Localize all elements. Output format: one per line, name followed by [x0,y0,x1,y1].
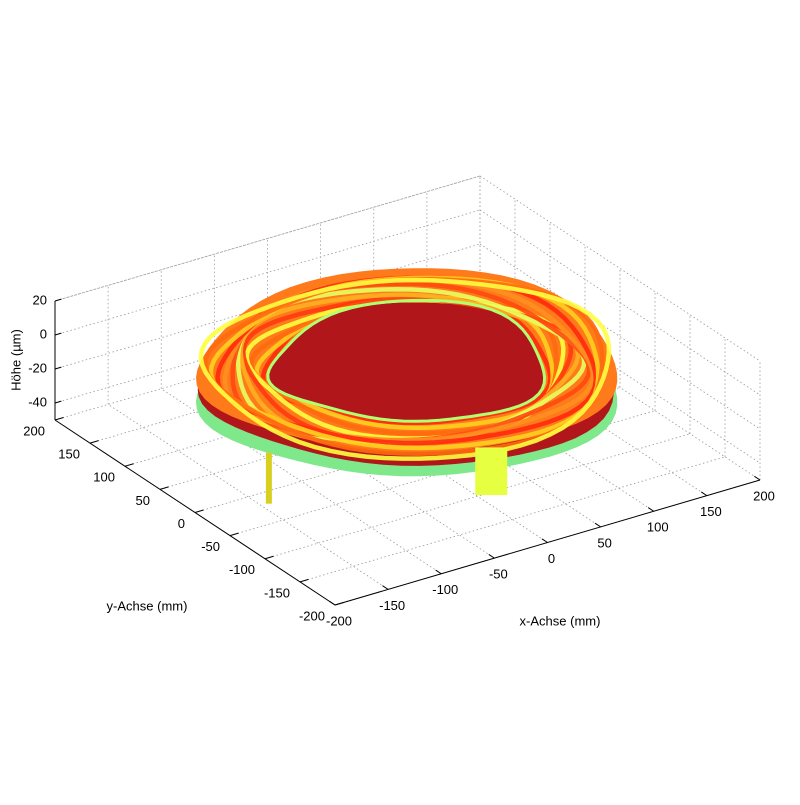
x-tick [594,522,601,528]
y-tick-label: 100 [93,470,115,485]
y-tick [264,555,274,560]
x-tick-label: 100 [647,520,669,535]
z-tick [54,400,62,404]
x-tick-label: 150 [700,504,722,519]
z-tick-label: -40 [28,394,47,409]
y-tick-label: 50 [136,493,150,508]
z-tick-label: 20 [33,292,47,307]
x-tick-label: -200 [326,613,352,628]
x-tick-label: -100 [432,582,458,597]
y-axis-label: y-Achse (mm) [107,598,188,613]
x-tick-label: 0 [548,551,555,566]
y-tick-label: -200 [299,608,325,623]
y-tick-label: 200 [23,423,45,438]
y-tick [54,417,64,421]
y-tick [124,463,134,467]
y-tick-label: 0 [178,516,185,531]
z-axis-label: Höhe (µm) [8,329,23,391]
surface-stripe [238,292,581,445]
x-tick [435,569,442,575]
y-axis [54,419,336,606]
x-tick [647,507,655,512]
x-tick [754,475,761,481]
x-tick-label: -150 [379,598,405,613]
surface-stripe [198,277,612,461]
support [265,452,272,504]
surface-front [265,447,508,504]
x-tick-label: 200 [753,488,775,503]
grid-line [264,433,691,560]
z-tick-label: 0 [40,326,47,341]
surface [196,268,618,477]
axes: -200-150-100-50050100150200-200-150-100-… [23,292,775,628]
y-tick-label: 150 [58,447,80,462]
grid-line [299,456,726,583]
z-tick-label: -20 [28,360,47,375]
x-tick [700,491,708,497]
z-tick [54,298,62,302]
support [475,447,508,496]
x-tick-label: 50 [597,535,611,550]
y-tick [229,532,239,537]
grid-line [54,243,481,370]
z-tick [54,366,62,370]
y-tick [159,486,169,490]
grid-line [54,175,481,302]
x-tick [488,554,495,559]
x-tick [541,538,548,543]
grid-line [54,209,481,336]
y-tick-label: -100 [229,562,255,577]
y-tick-label: -150 [264,585,290,600]
surface-edge [266,298,547,423]
y-tick [194,509,204,513]
x-tick [382,585,389,590]
y-tick [89,440,99,444]
grid-line [54,175,481,302]
x-tick-label: -50 [489,567,508,582]
y-tick-label: -50 [201,539,220,554]
x-axis-label: x-Achse (mm) [520,613,601,628]
z-tick [54,332,62,336]
y-tick [299,578,309,583]
x-axis [334,479,761,606]
